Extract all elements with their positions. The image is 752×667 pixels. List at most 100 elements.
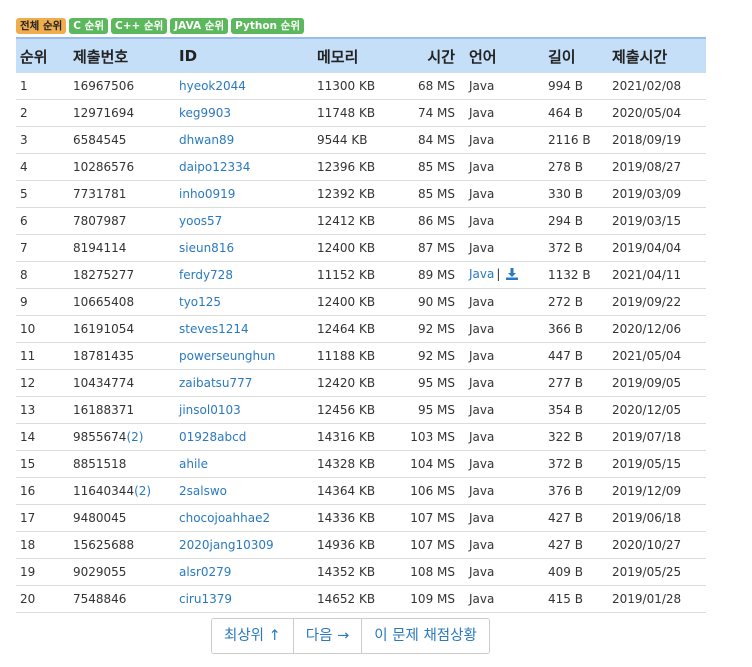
user-id-link[interactable]: hyeok2044 (175, 73, 313, 100)
user-id-link[interactable]: 01928abcd (175, 423, 313, 451)
tab-java[interactable]: JAVA 순위 (170, 18, 229, 34)
rank-cell: 19 (16, 558, 69, 586)
memory-cell: 14336 KB (313, 504, 397, 532)
memory-cell: 12392 KB (313, 180, 397, 208)
user-id-link[interactable]: inho0919 (175, 180, 313, 208)
user-id-link[interactable]: daipo12334 (175, 153, 313, 181)
submission-number: 18781435 (73, 349, 135, 363)
language-cell: Java (465, 504, 544, 532)
user-id-link[interactable]: 2salswo (175, 477, 313, 505)
table-row: 20 7548846 ciru1379 14652 KB 109 MS Java 415 B… (16, 585, 706, 613)
tab-python[interactable]: Python 순위 (231, 18, 305, 34)
length-cell: 427 B (544, 531, 608, 559)
rank-cell: 11 (16, 342, 69, 370)
tab-all[interactable]: 전체 순위 (16, 18, 67, 34)
col-time: 시간 (397, 37, 465, 73)
user-id-link[interactable]: steves1214 (175, 315, 313, 343)
language-cell: Java (465, 234, 544, 262)
time-cell: 95 MS (397, 369, 465, 397)
language-label: Java (469, 592, 495, 606)
user-id-link[interactable]: tyo125 (175, 288, 313, 316)
user-id-link[interactable]: 2020jang10309 (175, 531, 313, 559)
submit-time-cell: 2019/05/15 (608, 450, 706, 478)
language-cell: Java (465, 423, 544, 451)
col-memory: 메모리 (313, 37, 397, 73)
submission-cell: 8194114 (69, 234, 175, 262)
language-label[interactable]: Java (469, 267, 495, 281)
submit-time-cell: 2019/12/09 (608, 477, 706, 505)
submission-number: 15625688 (73, 538, 135, 552)
col-submit-time: 제출시간 (608, 37, 706, 73)
table-row: 6 7807987 yoos57 12412 KB 86 MS Java 294 B 2019… (16, 207, 706, 235)
user-id-link[interactable]: ahile (175, 450, 313, 478)
col-rank: 순위 (16, 37, 69, 73)
language-label: Java (469, 241, 495, 255)
submit-time-cell: 2019/05/25 (608, 558, 706, 586)
memory-cell: 14652 KB (313, 585, 397, 613)
separator: | (496, 267, 501, 281)
language-cell: Java | (465, 261, 544, 289)
time-cell: 106 MS (397, 477, 465, 505)
language-cell: Java (465, 342, 544, 370)
user-id-link[interactable]: ferdy728 (175, 261, 313, 289)
time-cell: 89 MS (397, 261, 465, 289)
user-id-link[interactable]: yoos57 (175, 207, 313, 235)
language-cell: Java (465, 450, 544, 478)
user-id-link[interactable]: ciru1379 (175, 585, 313, 613)
language-cell: Java (465, 207, 544, 235)
user-id-link[interactable]: dhwan89 (175, 126, 313, 154)
submission-number: 7807987 (73, 214, 127, 228)
memory-cell: 11152 KB (313, 261, 397, 289)
user-id-link[interactable]: alsr0279 (175, 558, 313, 586)
language-cell: Java (465, 477, 544, 505)
memory-cell: 12456 KB (313, 396, 397, 424)
language-label: Java (469, 484, 495, 498)
memory-cell: 14328 KB (313, 450, 397, 478)
table-row: 11 18781435 powerseunghun 11188 KB 92 MS Java… (16, 342, 706, 370)
length-cell: 1132 B (544, 261, 608, 289)
user-id-link[interactable]: chocojoahhae2 (175, 504, 313, 532)
submit-time-cell: 2021/05/04 (608, 342, 706, 370)
tab-c[interactable]: C 순위 (69, 18, 108, 34)
user-id-link[interactable]: sieun816 (175, 234, 313, 262)
download-icon[interactable] (506, 268, 519, 283)
language-cell: Java (465, 585, 544, 613)
tab-cpp[interactable]: C++ 순위 (110, 18, 168, 34)
table-row: 4 10286576 daipo12334 12396 KB 85 MS Java 278 … (16, 153, 706, 181)
next-button[interactable]: 다음 → (293, 619, 363, 653)
length-cell: 415 B (544, 585, 608, 613)
table-row: 9 10665408 tyo125 12400 KB 90 MS Java 272 B 201… (16, 288, 706, 316)
user-id-link[interactable]: zaibatsu777 (175, 369, 313, 397)
memory-cell: 12400 KB (313, 288, 397, 316)
time-cell: 68 MS (397, 73, 465, 100)
memory-cell: 14352 KB (313, 558, 397, 586)
submission-count-link[interactable]: (2) (126, 430, 144, 444)
submission-number: 16967506 (73, 79, 135, 93)
time-cell: 84 MS (397, 126, 465, 154)
user-id-link[interactable]: jinsol0103 (175, 396, 313, 424)
rank-cell: 17 (16, 504, 69, 532)
submission-count-link[interactable]: (2) (134, 484, 152, 498)
table-row: 19 9029055 alsr0279 14352 KB 108 MS Java 409 B… (16, 558, 706, 586)
col-submission: 제출번호 (69, 37, 175, 73)
length-cell: 2116 B (544, 126, 608, 154)
problem-status-button[interactable]: 이 문제 채점상황 (362, 619, 489, 653)
rank-cell: 7 (16, 234, 69, 262)
user-id-link[interactable]: keg9903 (175, 99, 313, 127)
submit-time-cell: 2020/05/04 (608, 99, 706, 127)
col-length: 길이 (544, 37, 608, 73)
table-row: 15 8851518 ahile 14328 KB 104 MS Java 372 B 201… (16, 450, 706, 478)
top-button[interactable]: 최상위 ↑ (212, 619, 294, 653)
user-id-link[interactable]: powerseunghun (175, 342, 313, 370)
submission-cell: 7548846 (69, 585, 175, 613)
time-cell: 87 MS (397, 234, 465, 262)
table-row: 7 8194114 sieun816 12400 KB 87 MS Java 372 B 20… (16, 234, 706, 262)
col-id: ID (175, 37, 313, 73)
length-cell: 427 B (544, 504, 608, 532)
language-label: Java (469, 133, 495, 147)
table-row: 17 9480045 chocojoahhae2 14336 KB 107 MS Java… (16, 504, 706, 532)
submission-number: 12971694 (73, 106, 135, 120)
length-cell: 294 B (544, 207, 608, 235)
memory-cell: 14364 KB (313, 477, 397, 505)
language-label: Java (469, 538, 495, 552)
